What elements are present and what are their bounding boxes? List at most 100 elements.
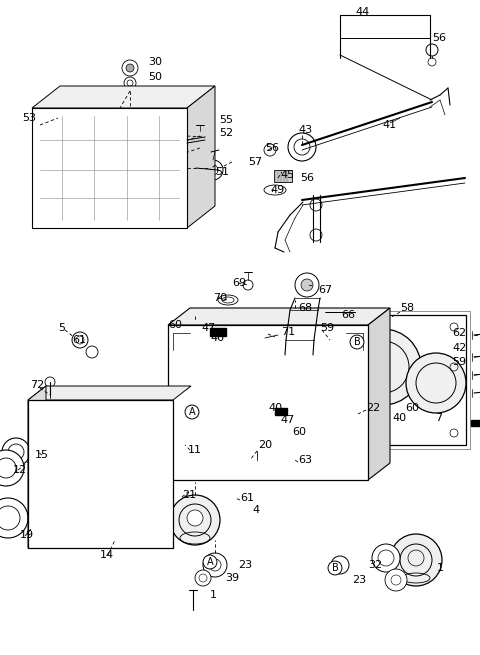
Text: 23: 23 (238, 560, 252, 570)
Text: 56: 56 (265, 143, 279, 153)
Polygon shape (168, 325, 368, 480)
Bar (348, 315, 466, 445)
Circle shape (48, 418, 152, 522)
Circle shape (243, 280, 253, 290)
Text: 45: 45 (280, 170, 294, 180)
Text: 47: 47 (201, 323, 215, 333)
Text: 32: 32 (368, 560, 382, 570)
Text: 12: 12 (13, 465, 27, 475)
Circle shape (193, 131, 207, 145)
Ellipse shape (218, 295, 238, 305)
Text: 56: 56 (432, 33, 446, 43)
Text: 51: 51 (215, 167, 229, 177)
Text: 53: 53 (22, 113, 36, 123)
Circle shape (372, 544, 400, 572)
Text: 63: 63 (298, 455, 312, 465)
Text: 14: 14 (100, 550, 114, 560)
Text: 7: 7 (435, 413, 442, 423)
Polygon shape (32, 86, 215, 108)
Text: 47: 47 (280, 415, 294, 425)
Text: 40: 40 (268, 403, 282, 413)
Text: B: B (354, 337, 360, 347)
Text: 1: 1 (437, 563, 444, 573)
Text: 20: 20 (258, 440, 272, 450)
Circle shape (170, 495, 220, 545)
Text: 40: 40 (210, 333, 224, 343)
Text: 57: 57 (248, 157, 262, 167)
Text: 40: 40 (392, 413, 406, 423)
Circle shape (126, 64, 134, 72)
Circle shape (44, 130, 120, 206)
Polygon shape (187, 86, 215, 228)
Circle shape (326, 418, 340, 432)
Circle shape (45, 377, 55, 387)
Text: 39: 39 (225, 573, 239, 583)
Circle shape (195, 570, 211, 586)
Bar (173, 425, 181, 465)
Text: 56: 56 (300, 173, 314, 183)
Polygon shape (168, 308, 390, 325)
Circle shape (295, 273, 319, 297)
Text: 70: 70 (213, 293, 227, 303)
Polygon shape (28, 400, 173, 548)
Circle shape (187, 510, 203, 526)
Text: 4: 4 (252, 505, 259, 515)
Text: 60: 60 (405, 403, 419, 413)
Bar (274, 170, 292, 182)
Text: 59: 59 (320, 323, 334, 333)
Text: 67: 67 (318, 285, 332, 295)
Text: 61: 61 (240, 493, 254, 503)
Bar (344, 311, 470, 449)
Circle shape (2, 438, 30, 466)
Bar (275, 408, 287, 415)
Circle shape (288, 133, 316, 161)
Circle shape (86, 346, 98, 358)
Circle shape (301, 279, 313, 291)
Bar (278, 355, 320, 373)
Text: 19: 19 (20, 530, 34, 540)
Text: 71: 71 (281, 327, 295, 337)
Text: 44: 44 (355, 7, 369, 17)
Polygon shape (32, 108, 187, 228)
Circle shape (0, 498, 28, 538)
Text: 43: 43 (298, 125, 312, 135)
Text: 1: 1 (210, 590, 217, 600)
Circle shape (208, 348, 318, 458)
Text: 69: 69 (232, 278, 246, 288)
Polygon shape (28, 386, 191, 400)
Circle shape (0, 450, 24, 486)
Circle shape (203, 160, 223, 180)
Text: 58: 58 (400, 303, 414, 313)
Text: 41: 41 (382, 120, 396, 130)
Bar (210, 328, 226, 336)
Circle shape (190, 313, 200, 323)
Text: 66: 66 (341, 310, 355, 320)
Text: 55: 55 (219, 115, 233, 125)
Circle shape (203, 553, 227, 577)
Polygon shape (368, 308, 390, 480)
Text: 21: 21 (182, 490, 196, 500)
Polygon shape (28, 386, 46, 548)
Circle shape (124, 77, 136, 89)
Text: 30: 30 (148, 57, 162, 67)
Text: 52: 52 (219, 128, 233, 138)
Text: 22: 22 (366, 403, 380, 413)
Text: A: A (189, 407, 195, 417)
Text: 62: 62 (452, 328, 466, 338)
Text: B: B (332, 563, 338, 573)
Circle shape (406, 353, 466, 413)
Circle shape (251, 439, 263, 451)
Text: 68: 68 (298, 303, 312, 313)
Text: 15: 15 (35, 450, 49, 460)
Circle shape (345, 329, 421, 405)
Text: 49: 49 (270, 185, 284, 195)
Text: 72: 72 (30, 380, 44, 390)
Text: 61: 61 (72, 335, 86, 345)
Circle shape (72, 332, 88, 348)
Circle shape (105, 134, 169, 198)
Text: 59: 59 (452, 357, 466, 367)
Text: 11: 11 (188, 445, 202, 455)
Text: 5: 5 (58, 323, 65, 333)
Circle shape (122, 60, 138, 76)
Text: 23: 23 (352, 575, 366, 585)
